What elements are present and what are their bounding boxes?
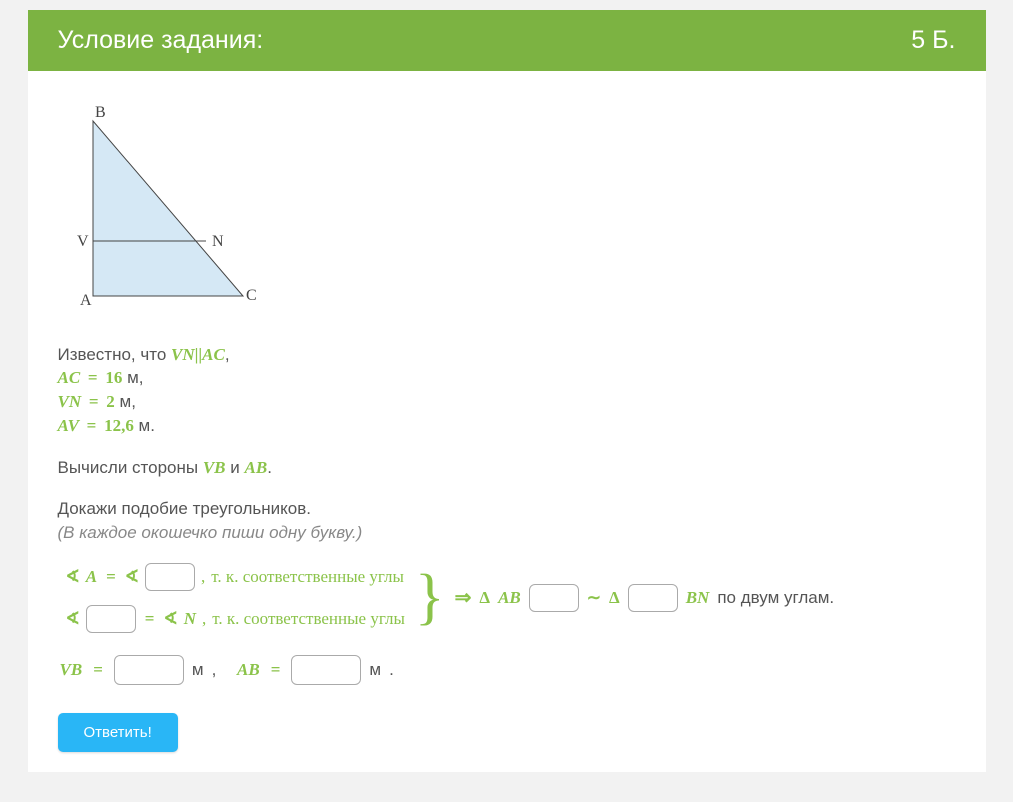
prove-block: Докажи подобие треугольников. (В каждое … [58,497,956,545]
eq3: = [84,416,100,435]
implies-arrow: ⇒ [455,583,472,613]
var-ac2: AC [58,368,81,387]
triangle-shape [93,121,243,296]
label-c: C [246,287,257,304]
triangle-svg: B A C V N [58,101,268,311]
eq2: = [86,392,102,411]
label-a: A [80,292,92,309]
proof-line-1: ∢ A = ∢ , т. к. соответственные углы [66,563,405,591]
header-title: Условие задания: [58,26,264,55]
unit-m3: м [134,416,150,435]
task-content: B A C V N Известно, что VN||AC, AC = 16 … [28,71,986,772]
calc-and: и [230,458,244,477]
calc-dot: . [267,458,272,477]
unit-m1: м [122,368,138,387]
proof-reason1: т. к. соответственные углы [211,564,404,590]
calc-intro: Вычисли стороны [58,458,203,477]
proof-block: ∢ A = ∢ , т. к. соответственные углы ∢ =… [58,563,956,633]
calc-vb: VB [203,458,226,477]
proof-left: ∢ A = ∢ , т. к. соответственные углы ∢ =… [66,563,405,633]
proof-eq1: = [103,564,119,590]
task-card: Условие задания: 5 Б. B A C V N Известно… [28,10,986,772]
vb-input[interactable] [114,655,184,685]
val-2: 2 [106,392,115,411]
triangle-diagram: B A C V N [58,101,956,319]
label-b: B [95,104,106,121]
tri-input-2[interactable] [628,584,678,612]
eq1: = [85,368,101,387]
delta-1: Δ [479,585,490,611]
angle-input-2[interactable] [86,605,136,633]
ans-eq1: = [90,657,106,683]
angle-sym-2: ∢ [125,564,139,590]
proof-comma1: , [201,564,205,590]
ab-input[interactable] [291,655,361,685]
proof-line-2: ∢ = ∢ N , т. к. соответственные углы [66,605,405,633]
submit-button[interactable]: Ответить! [58,713,178,752]
ans-comma: , [212,657,217,683]
val-16: 16 [105,368,122,387]
tri-input-1[interactable] [529,584,579,612]
angle-sym-3: ∢ [66,606,80,632]
ans-vb: VB [60,657,83,683]
proof-comma2: , [202,606,206,632]
ans-m1: м [192,657,204,683]
angle-sym-4: ∢ [163,606,177,632]
ans-eq2: = [268,657,284,683]
tri-ab: AB [498,585,521,611]
var-ac: AC [202,345,225,364]
label-v: V [77,233,89,250]
answer-line: VB = м, AB = м. [58,655,956,685]
similar-sym: ∼ [587,585,601,611]
angle-input-1[interactable] [145,563,195,591]
ans-dot: . [389,657,394,683]
task-calc: Вычисли стороны VB и AB. [58,456,956,480]
ans-m2: м [369,657,381,683]
proof-reason2: т. к. соответственные углы [212,606,405,632]
var-av: AV [58,416,79,435]
given-block: Известно, что VN||AC, AC = 16 м, VN = 2 … [58,343,956,438]
right-brace: } [413,573,447,623]
given-intro: Известно, что [58,345,172,364]
dot1: . [150,416,155,435]
proof-eq2: = [142,606,158,632]
val-126: 12,6 [104,416,134,435]
prove-text: Докажи подобие треугольников. [58,497,956,521]
tri-bn: BN [686,585,710,611]
angle-sym-1: ∢ [66,564,80,590]
header-points: 5 Б. [911,26,955,55]
label-n: N [212,233,224,250]
var-vn: VN [171,345,195,364]
calc-ab: AB [245,458,268,477]
task-header: Условие задания: 5 Б. [28,10,986,71]
by-two-angles: по двум углам. [717,585,834,611]
prove-hint: (В каждое окошечко пиши одну букву.) [58,521,956,545]
comma3: , [131,392,136,411]
comma2: , [139,368,144,387]
delta-2: Δ [609,585,620,611]
angle-n: N [184,606,196,632]
comma: , [225,345,230,364]
var-vn2: VN [58,392,82,411]
unit-m2: м [115,392,131,411]
angle-a: A [86,564,97,590]
ans-ab: AB [237,657,260,683]
